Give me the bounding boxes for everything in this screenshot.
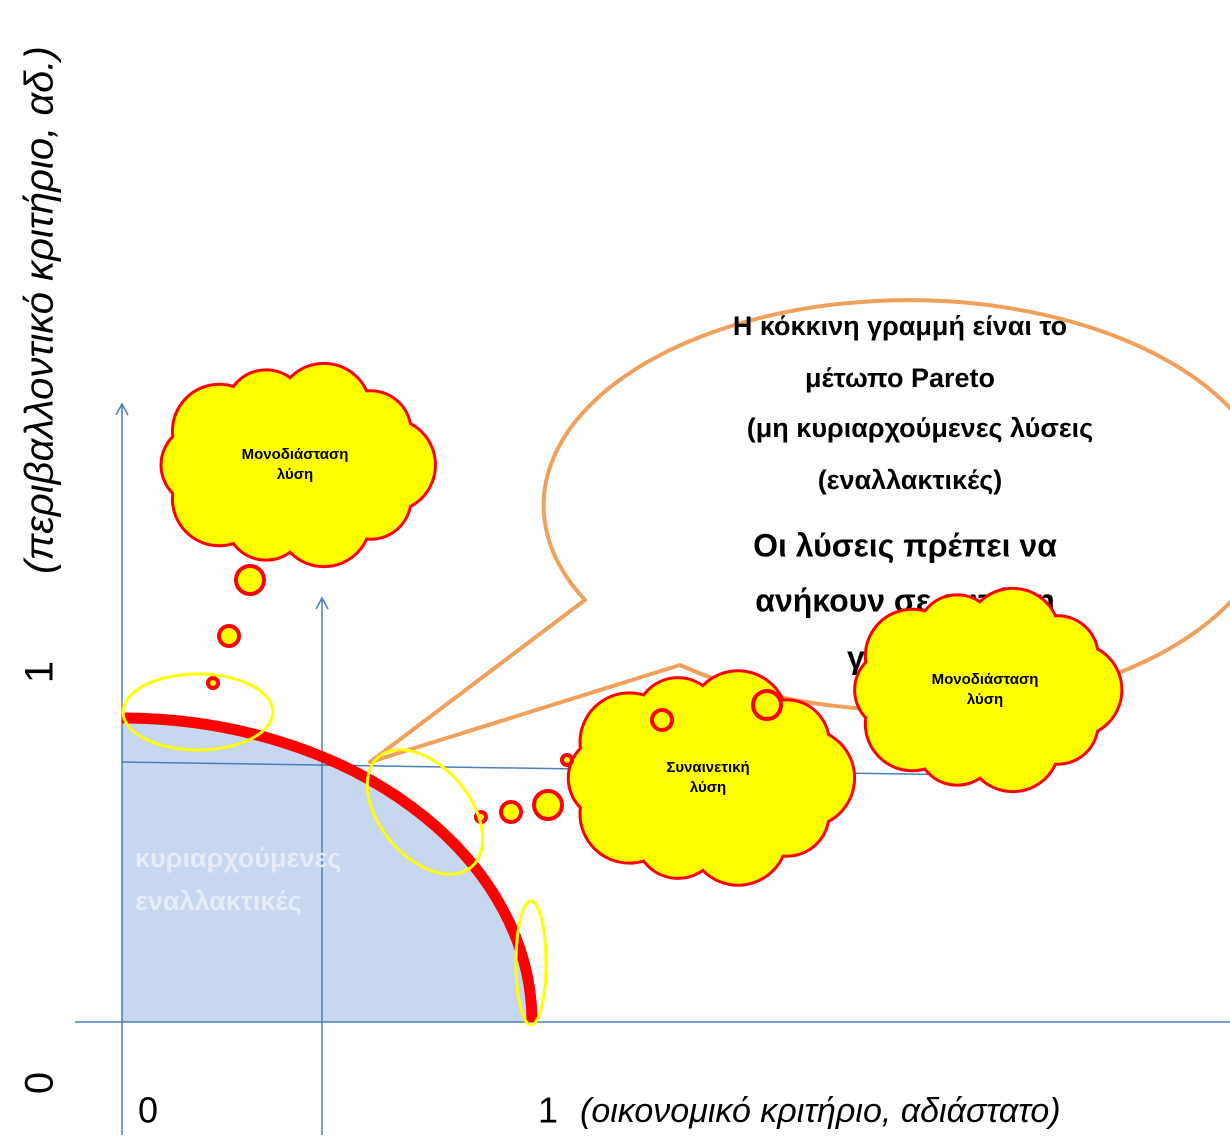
thought-bubble xyxy=(219,626,239,646)
cloud-text: Συναινετική xyxy=(666,759,749,776)
region-label: κυριαρχούμενες xyxy=(135,843,341,873)
x-tick-label: 1 xyxy=(538,1090,558,1131)
cloud: Μονοδιάσταση λύση xyxy=(163,365,434,688)
cloud-text: λύση xyxy=(690,779,726,796)
thought-bubble xyxy=(753,691,781,719)
x-tick-label: 0 xyxy=(138,1090,158,1131)
callout-emphasis: Οι λύσεις πρέπει να xyxy=(753,527,1057,563)
thought-bubble xyxy=(652,710,672,730)
cloud-text: λύση xyxy=(277,466,313,483)
cloud-text: λύση xyxy=(967,691,1003,708)
callout-line: (εναλλακτικές) xyxy=(818,465,1003,495)
thought-bubble xyxy=(208,678,218,688)
x-axis-label: (οικονομικό κριτήριο, αδιάστατο) xyxy=(580,1092,1061,1130)
thought-bubble xyxy=(501,802,521,822)
thought-bubble xyxy=(236,566,264,594)
y-tick-label: 0 xyxy=(18,1072,62,1094)
callout-line: (μη κυριαρχούμενες λύσεις xyxy=(747,413,1093,443)
cloud-text: Μονοδιάσταση xyxy=(932,671,1039,688)
thought-bubble xyxy=(562,755,572,765)
thought-bubble xyxy=(534,791,562,819)
y-tick-label: 1 xyxy=(18,661,62,683)
pareto-diagram: κυριαρχούμενες εναλλακτικές Η κόκκινη γρ… xyxy=(0,0,1230,1138)
cloud-text: Μονοδιάσταση xyxy=(242,446,349,463)
y-axis-label: (περιβαλλοντικό κριτήριο, αδ.) xyxy=(18,46,62,574)
callout-line: Η κόκκινη γραμμή είναι το xyxy=(733,311,1067,341)
callout-line: μέτωπο Pareto xyxy=(805,363,995,393)
region-label: εναλλακτικές xyxy=(135,886,302,916)
